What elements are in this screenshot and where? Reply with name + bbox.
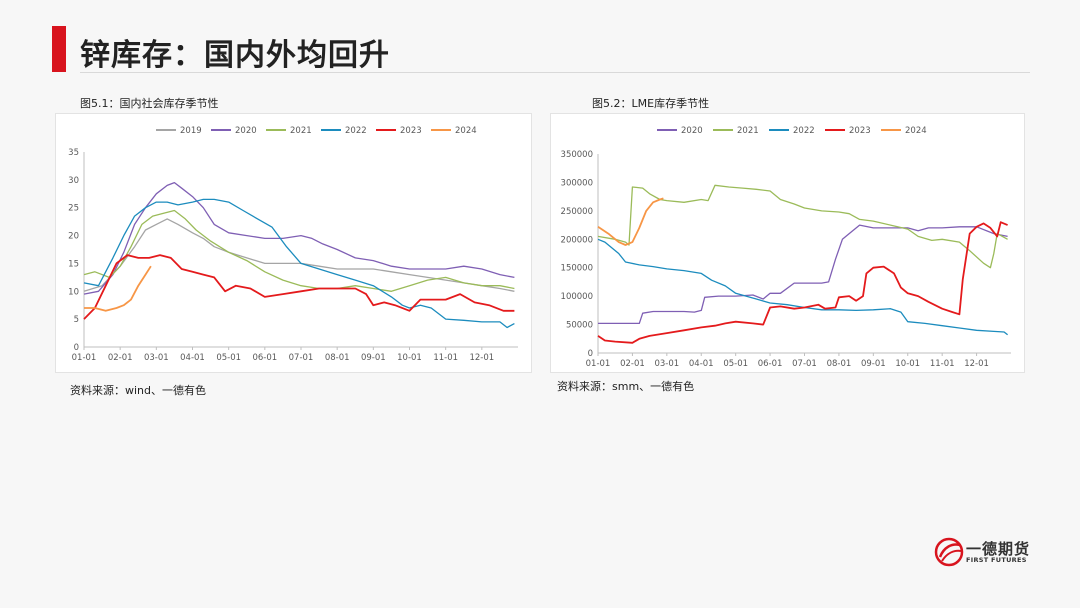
y-tick-label: 250000 (561, 207, 593, 217)
legend-label-2020: 2020 (681, 126, 703, 136)
y-tick-label: 15 (68, 259, 79, 269)
chart-lme-inventory-svg: 0 50000 100000 150000 200000 250000 300000 3500… (561, 126, 1011, 369)
chart-lme-inventory: 0 50000 100000 150000 200000 250000 300000 3500… (550, 113, 1025, 373)
series-line-2022 (83, 198, 515, 329)
y-tick-label: 200000 (561, 235, 593, 245)
logo-name: 一德期货 (966, 540, 1031, 558)
x-tick-label: 11-01 (433, 353, 458, 363)
y-tick-label: 10 (68, 287, 79, 297)
x-tick-label: 06-01 (758, 359, 783, 369)
chart-domestic-inventory-svg: 0 5 10 15 20 25 30 35 01-01 02-01 03-01 04-01 05-01 0… (68, 126, 518, 363)
legend-label-2024: 2024 (455, 126, 477, 136)
legend-label-2021: 2021 (737, 126, 759, 136)
x-tick-label: 08-01 (827, 359, 852, 369)
first-futures-logo-icon (934, 537, 964, 567)
logo-subtitle: FIRST FUTURES (966, 556, 1027, 564)
series-line-2024 (597, 197, 664, 246)
x-tick-label: 12-01 (469, 353, 494, 363)
title-divider (80, 72, 1030, 73)
figure-2-source: 资料来源：smm、一德有色 (557, 380, 695, 393)
y-tick-label: 0 (588, 349, 593, 359)
x-tick-label: 01-01 (72, 353, 97, 363)
x-tick-label: 11-01 (930, 359, 955, 369)
y-tick-label: 50000 (566, 321, 593, 331)
x-tick-label: 04-01 (689, 359, 714, 369)
series-line-2022 (597, 238, 1009, 336)
legend-label-2022: 2022 (793, 126, 815, 136)
x-tick-label: 04-01 (180, 353, 205, 363)
y-tick-label: 20 (68, 232, 79, 242)
y-tick-label: 0 (74, 343, 79, 353)
y-tick-label: 35 (68, 148, 79, 158)
legend-label-2019: 2019 (180, 126, 202, 136)
figure-1-label: 图5.1：国内社会库存季节性 (80, 97, 219, 110)
x-tick-label: 12-01 (964, 359, 989, 369)
x-tick-label: 05-01 (216, 353, 241, 363)
legend-label-2020: 2020 (235, 126, 257, 136)
legend-label-2023: 2023 (400, 126, 422, 136)
x-tick-label: 05-01 (723, 359, 748, 369)
x-tick-label: 10-01 (895, 359, 920, 369)
x-tick-label: 07-01 (289, 353, 314, 363)
x-tick-label: 08-01 (325, 353, 350, 363)
figure-1-source: 资料来源：wind、一德有色 (70, 384, 207, 397)
y-tick-label: 300000 (561, 178, 593, 188)
series-line-2020 (83, 181, 515, 295)
y-tick-label: 5 (74, 315, 79, 325)
x-tick-label: 03-01 (144, 353, 169, 363)
y-tick-label: 25 (68, 204, 79, 214)
x-tick-label: 10-01 (397, 353, 422, 363)
series-line-2024 (84, 265, 152, 312)
series-line-2023 (83, 254, 515, 320)
series-line-2019 (83, 218, 515, 292)
series-line-2023 (597, 221, 1008, 344)
legend-label-2021: 2021 (290, 126, 312, 136)
title-accent-bar (52, 26, 66, 72)
series-line-2021 (83, 209, 515, 292)
x-tick-label: 02-01 (108, 353, 133, 363)
x-tick-label: 02-01 (620, 359, 645, 369)
legend-label-2023: 2023 (849, 126, 871, 136)
x-tick-label: 07-01 (792, 359, 817, 369)
page-title: 锌库存：国内外均回升 (80, 38, 390, 73)
x-tick-label: 06-01 (252, 353, 277, 363)
y-tick-label: 150000 (561, 264, 593, 274)
legend-label-2022: 2022 (345, 126, 367, 136)
y-tick-label: 100000 (561, 292, 593, 302)
x-tick-label: 09-01 (861, 359, 886, 369)
series-line-2021 (597, 184, 1008, 269)
chart-domestic-inventory: 0 5 10 15 20 25 30 35 01-01 02-01 03-01 04-01 05-01 0… (55, 113, 532, 373)
figure-2-label: 图5.2：LME库存季节性 (592, 97, 710, 110)
series-line-2020 (598, 224, 1008, 325)
x-tick-label: 03-01 (654, 359, 679, 369)
y-tick-label: 350000 (561, 150, 593, 160)
x-tick-label: 09-01 (361, 353, 386, 363)
y-tick-label: 30 (68, 176, 79, 186)
x-tick-label: 01-01 (586, 359, 611, 369)
legend-label-2024: 2024 (905, 126, 927, 136)
